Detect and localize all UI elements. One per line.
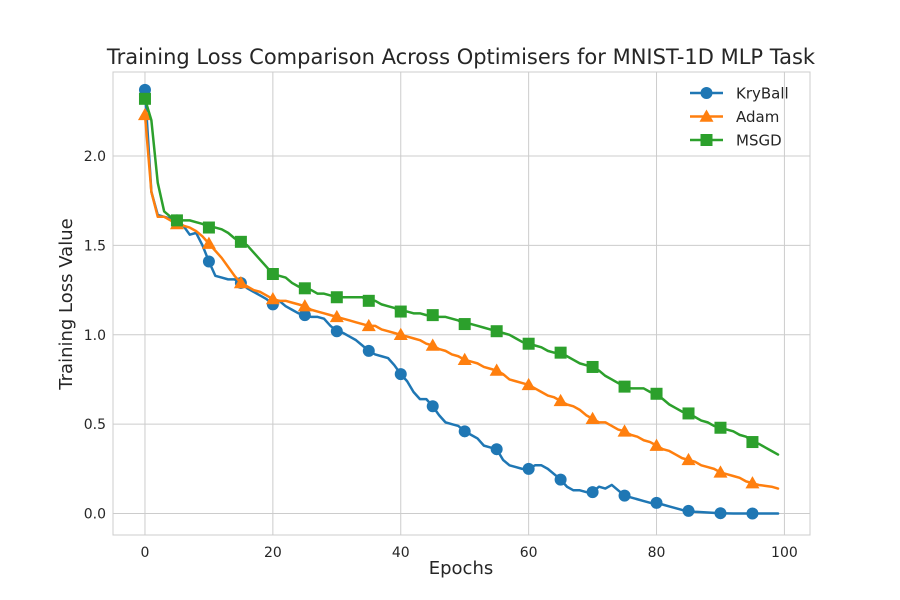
data-point-kryball bbox=[426, 400, 439, 413]
series-adam bbox=[137, 107, 780, 490]
x-tick-label: 40 bbox=[392, 545, 410, 561]
legend: KryBall Adam MSGD bbox=[690, 85, 789, 150]
legend-label: KryBall bbox=[736, 85, 789, 103]
data-point-kryball bbox=[394, 368, 407, 381]
data-point-msgd bbox=[394, 305, 407, 318]
data-point-msgd bbox=[266, 268, 279, 281]
data-point-kryball bbox=[490, 443, 503, 456]
data-point-msgd bbox=[170, 214, 183, 227]
data-point-kryball bbox=[554, 473, 567, 486]
y-tick-label: 0.0 bbox=[84, 507, 106, 523]
data-point-msgd bbox=[234, 235, 247, 248]
data-point-adam bbox=[425, 338, 440, 351]
data-point-kryball bbox=[362, 344, 375, 357]
data-point-adam bbox=[745, 476, 760, 489]
y-tick-label: 1.5 bbox=[84, 238, 106, 254]
data-point-adam bbox=[297, 299, 312, 312]
data-point-msgd bbox=[586, 360, 599, 373]
data-point-adam bbox=[201, 236, 216, 249]
x-tick-label: 80 bbox=[648, 545, 666, 561]
data-point-adam bbox=[265, 292, 280, 305]
data-point-msgd bbox=[362, 294, 375, 307]
x-tick-label: 0 bbox=[141, 545, 150, 561]
data-point-msgd bbox=[490, 325, 503, 338]
data-point-adam bbox=[393, 327, 408, 341]
data-point-kryball bbox=[746, 507, 759, 520]
data-point-msgd bbox=[554, 346, 567, 359]
data-point-kryball bbox=[458, 425, 471, 438]
data-point-kryball bbox=[522, 462, 535, 475]
data-point-kryball bbox=[618, 489, 631, 502]
plot-area bbox=[112, 71, 811, 536]
legend-item-kryball: KryBall bbox=[690, 85, 789, 103]
x-tick-label: 60 bbox=[520, 545, 538, 561]
y-tick-label: 2.0 bbox=[84, 149, 106, 165]
data-point-adam bbox=[585, 411, 600, 425]
data-point-msgd bbox=[746, 436, 759, 449]
data-point-adam bbox=[233, 275, 248, 289]
data-point-msgd bbox=[458, 318, 471, 331]
data-point-msgd bbox=[330, 291, 343, 304]
y-tick-label: 0.5 bbox=[84, 417, 106, 433]
x-axis-ticks: 0 20 40 60 80 100 bbox=[141, 545, 798, 561]
data-point-kryball bbox=[650, 496, 663, 509]
data-point-msgd bbox=[298, 282, 311, 295]
y-axis-ticks: 0.0 0.5 1.0 1.5 2.0 bbox=[84, 149, 106, 523]
legend-marker bbox=[699, 109, 714, 122]
data-point-adam bbox=[329, 309, 344, 323]
data-point-adam bbox=[489, 363, 504, 376]
data-point-kryball bbox=[298, 309, 311, 322]
y-tick-label: 1.0 bbox=[84, 328, 106, 344]
data-point-adam bbox=[361, 318, 376, 332]
data-point-adam bbox=[521, 377, 536, 391]
legend-marker bbox=[700, 134, 713, 146]
data-point-msgd bbox=[682, 407, 695, 420]
legend-label: MSGD bbox=[736, 132, 782, 150]
plot-background bbox=[113, 72, 810, 535]
legend-item-msgd: MSGD bbox=[690, 132, 782, 150]
legend-item-adam: Adam bbox=[690, 108, 779, 126]
data-point-msgd bbox=[426, 309, 439, 322]
data-point-kryball bbox=[714, 507, 727, 520]
data-point-adam bbox=[457, 352, 472, 366]
data-point-adam bbox=[649, 438, 664, 451]
series-msgd bbox=[138, 92, 780, 456]
data-point-msgd bbox=[714, 421, 727, 434]
data-point-kryball bbox=[202, 255, 215, 268]
chart-title: Training Loss Comparison Across Optimise… bbox=[106, 45, 816, 69]
legend-label: Adam bbox=[736, 108, 779, 126]
data-point-adam bbox=[137, 107, 152, 121]
data-point-msgd bbox=[650, 387, 663, 400]
data-point-msgd bbox=[618, 380, 631, 393]
data-point-kryball bbox=[330, 325, 343, 338]
series-line-adam bbox=[143, 113, 780, 490]
y-axis-label: Training Loss Value bbox=[56, 218, 77, 390]
x-tick-label: 20 bbox=[264, 545, 282, 561]
legend-marker bbox=[700, 87, 713, 99]
x-tick-label: 100 bbox=[771, 545, 798, 561]
data-point-adam bbox=[617, 424, 632, 437]
data-point-msgd bbox=[522, 337, 535, 350]
data-point-adam bbox=[553, 393, 568, 407]
data-point-msgd bbox=[138, 92, 151, 105]
plot-frame bbox=[112, 71, 811, 536]
x-axis-label: Epochs bbox=[429, 558, 494, 579]
data-point-msgd bbox=[202, 221, 215, 234]
series-layer bbox=[137, 83, 780, 520]
data-point-adam bbox=[681, 452, 696, 466]
data-point-adam bbox=[713, 465, 728, 478]
data-point-kryball bbox=[586, 486, 599, 499]
data-point-kryball bbox=[682, 504, 695, 517]
